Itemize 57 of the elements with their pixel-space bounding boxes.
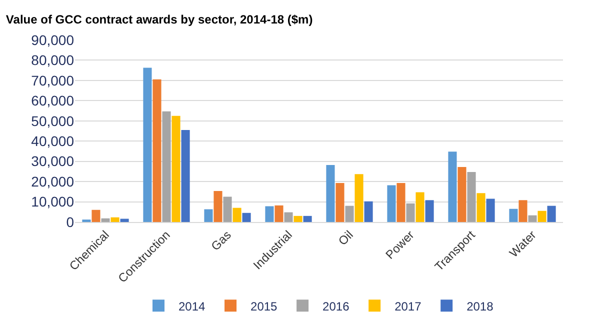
bar xyxy=(242,212,251,222)
y-tick-label: 30,000 xyxy=(31,153,74,170)
bar xyxy=(528,215,537,222)
legend-label: 2018 xyxy=(466,299,494,314)
bar xyxy=(538,210,546,222)
chart-title: Value of GCC contract awards by sector, 2014-18 ($m) xyxy=(6,12,313,26)
y-tick-label: 40,000 xyxy=(31,133,74,150)
bar xyxy=(326,164,335,222)
bar xyxy=(486,198,495,222)
bar xyxy=(476,193,486,222)
bar xyxy=(232,208,242,222)
bar xyxy=(467,172,476,222)
bar xyxy=(181,130,190,222)
bar xyxy=(120,218,129,222)
bar xyxy=(345,206,354,222)
bar xyxy=(448,152,457,222)
bar xyxy=(265,206,274,222)
bar xyxy=(547,206,556,222)
bar xyxy=(509,208,518,222)
bar xyxy=(387,185,396,222)
legend-label: 2015 xyxy=(250,299,278,314)
bar xyxy=(214,191,222,222)
bar xyxy=(143,68,152,222)
bar xyxy=(284,212,293,222)
bar xyxy=(396,182,406,222)
bar xyxy=(518,200,528,222)
y-tick-label: 90,000 xyxy=(31,32,74,48)
bar xyxy=(425,200,434,222)
y-tick-label: 20,000 xyxy=(31,173,74,190)
bar xyxy=(204,209,213,222)
y-tick-label: 70,000 xyxy=(31,72,74,88)
bar xyxy=(406,203,415,222)
bar xyxy=(294,216,302,222)
y-tick-label: 80,000 xyxy=(31,52,74,68)
bar xyxy=(172,116,180,222)
bar xyxy=(303,216,312,222)
bar xyxy=(92,210,100,222)
bar xyxy=(458,167,466,222)
x-tick-label: Gas xyxy=(208,228,234,254)
x-tick-label: Oil xyxy=(336,228,356,248)
y-tick-label: 60,000 xyxy=(31,92,74,109)
bar xyxy=(101,218,110,222)
bar xyxy=(416,192,424,222)
bar xyxy=(274,205,284,222)
bar xyxy=(354,174,364,222)
bar xyxy=(336,182,344,222)
y-tick-label: 50,000 xyxy=(31,112,74,129)
bar xyxy=(223,196,232,222)
bar xyxy=(162,111,171,222)
legend-label: 2016 xyxy=(322,299,350,314)
y-tick-label: 0 xyxy=(66,214,74,230)
legend-label: 2014 xyxy=(178,299,206,314)
legend-label: 2017 xyxy=(394,299,422,314)
bar xyxy=(364,201,373,222)
bar xyxy=(152,79,162,222)
y-tick-label: 10,000 xyxy=(31,194,74,210)
bar xyxy=(110,217,120,222)
